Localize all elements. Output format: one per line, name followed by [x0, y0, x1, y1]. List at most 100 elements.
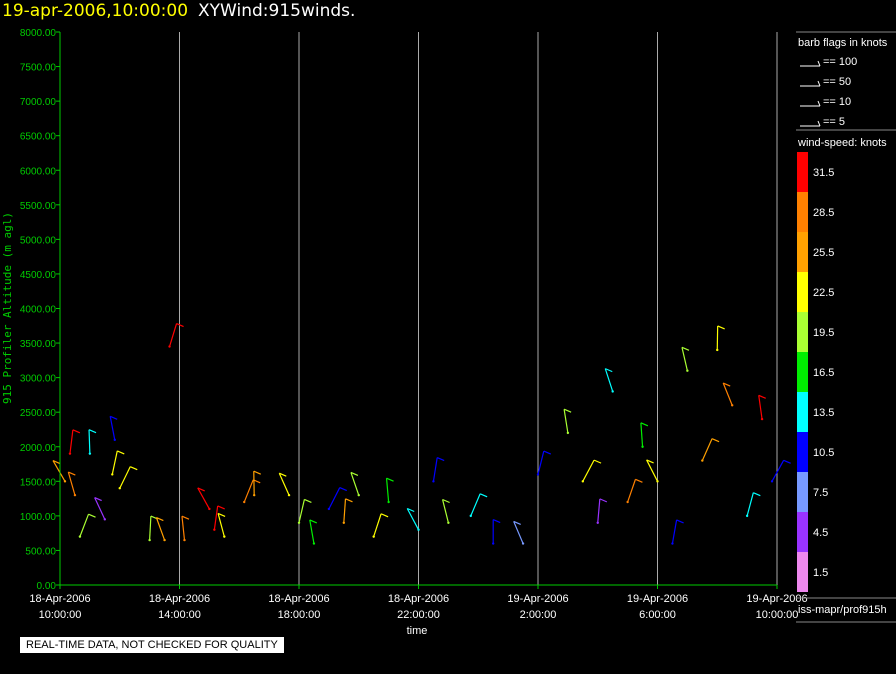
- title-datetime: 19-apr-2006,10:00:00: [2, 1, 189, 21]
- barb-shaft: [604, 368, 614, 392]
- y-tick-label: 5000.00: [20, 235, 57, 246]
- barb-shaft: [373, 513, 382, 537]
- barb-point: [327, 507, 331, 511]
- barb-flag: [380, 513, 389, 518]
- barb-flag: [117, 450, 125, 455]
- y-tick-label: 1500.00: [20, 477, 57, 488]
- wind-barb: [109, 415, 118, 442]
- wind-barb: [581, 459, 602, 483]
- wind-barb: [716, 325, 725, 352]
- barb-point: [432, 480, 435, 483]
- barb-point: [701, 459, 704, 462]
- colorbar-label: 25.5: [813, 247, 834, 259]
- barb-point: [103, 518, 107, 521]
- x-tick-date: 18-Apr-2006: [268, 593, 329, 605]
- barb-flag: [345, 498, 353, 503]
- barb-flag: [88, 429, 97, 434]
- wind-barb: [491, 518, 501, 545]
- barb-point: [656, 480, 659, 483]
- barb-point: [88, 452, 92, 455]
- y-tick-label: 2000.00: [20, 443, 57, 454]
- barb-point: [521, 542, 525, 545]
- barb-flag: [681, 346, 690, 351]
- colorbar-label: 16.5: [813, 367, 834, 379]
- barb-point: [68, 452, 72, 455]
- wind-barb: [432, 457, 445, 483]
- barb-flag: [783, 459, 791, 464]
- barb-point: [163, 538, 166, 542]
- colorbar-title: wind-speed: knots: [797, 137, 887, 149]
- barb-shaft: [155, 517, 166, 541]
- x-tick-date: 19-Apr-2006: [746, 593, 807, 605]
- colorbar-swatch: [797, 512, 808, 552]
- wind-barb: [148, 515, 159, 542]
- y-tick-label: 8000.00: [20, 28, 57, 39]
- x-tick-time: 6:00:00: [639, 609, 676, 621]
- barb-flag: [339, 487, 348, 492]
- barb-point: [372, 535, 375, 538]
- barb-point: [716, 348, 719, 352]
- barb-legend-item: == 100: [800, 56, 857, 68]
- wind-barb: [770, 459, 791, 483]
- barb-point: [113, 438, 116, 442]
- barb-shaft: [213, 505, 219, 530]
- x-tick-date: 18-Apr-2006: [29, 593, 90, 605]
- barb-flag: [52, 459, 61, 465]
- colorbar-label: 1.5: [813, 567, 828, 579]
- barb-flag: [72, 429, 81, 434]
- barb-shaft: [217, 513, 225, 537]
- barb-legend-item: == 10: [800, 96, 851, 108]
- wind-barb: [671, 519, 684, 545]
- wind-barb: [406, 507, 420, 531]
- x-tick-date: 18-Apr-2006: [149, 593, 210, 605]
- barb-shaft: [52, 460, 66, 482]
- barb-point: [686, 369, 689, 372]
- barb-shaft: [563, 409, 569, 434]
- barb-point: [745, 514, 749, 518]
- barb-point: [611, 390, 614, 393]
- x-tick-labels: 18-Apr-2006 10:00:00 18-Apr-2006 14:00:00 18…: [29, 585, 808, 621]
- barb-shaft: [94, 497, 106, 520]
- colorbar-swatch: [797, 352, 808, 392]
- barb-point: [183, 538, 186, 542]
- barb-point: [213, 528, 216, 531]
- wind-barb: [309, 519, 318, 545]
- x-tick-time: 10:00:00: [39, 609, 82, 621]
- barb-point: [387, 500, 390, 504]
- barb-point: [417, 528, 420, 531]
- x-axis-label: time: [407, 625, 428, 637]
- barb-shaft: [243, 479, 254, 503]
- barb-legend: barb flags in knots == 100 == 50 == 10 == 5: [796, 31, 896, 131]
- wind-barb: [604, 368, 614, 393]
- colorbar-label: 28.5: [813, 207, 834, 219]
- barb-flag: [217, 505, 225, 510]
- barb-flag: [309, 519, 318, 524]
- barb-legend-label: == 10: [823, 96, 851, 108]
- wind-barb: [646, 459, 659, 483]
- barb-point: [111, 473, 114, 476]
- x-tick-date: 19-Apr-2006: [627, 593, 688, 605]
- barb-flag: [442, 498, 450, 504]
- barb-shaft: [441, 499, 449, 523]
- barb-point: [536, 473, 540, 476]
- barb-shaft: [771, 460, 785, 482]
- y-tick-label: 4500.00: [20, 270, 57, 281]
- wind-barb: [168, 323, 184, 348]
- vertical-gridlines: [179, 32, 778, 585]
- wind-barb: [94, 497, 107, 521]
- wind-barb: [681, 346, 690, 372]
- barb-shaft: [149, 516, 152, 541]
- barb-flag: [676, 519, 684, 524]
- barb-legend-flag: [817, 120, 821, 127]
- colorbar-swatch: [797, 152, 808, 192]
- barb-flag: [640, 422, 649, 427]
- barb-point: [287, 493, 291, 497]
- y-tick-labels: 0.00 500.00 1000.00 1500.00 2000.00 2500.00 30…: [20, 28, 60, 592]
- barb-flag: [593, 459, 602, 464]
- barb-legend-label: == 100: [823, 56, 857, 68]
- barb-flag: [717, 325, 725, 330]
- barb-point: [357, 493, 360, 497]
- barb-shaft: [181, 516, 186, 541]
- colorbar-swatch: [797, 192, 808, 232]
